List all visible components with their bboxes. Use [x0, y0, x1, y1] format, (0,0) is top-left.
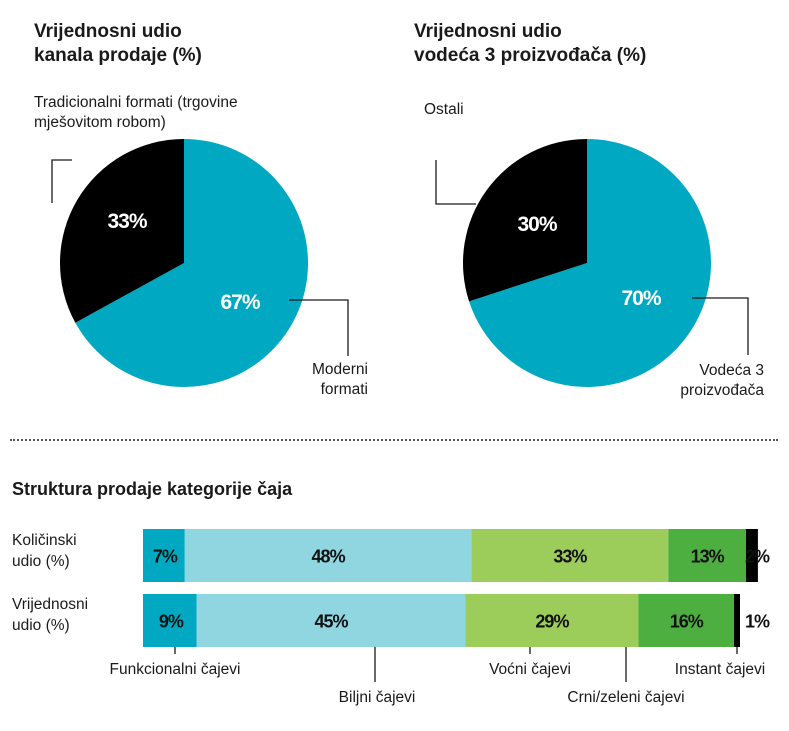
pie1-slice-1: [59, 139, 184, 323]
bar-row2-seg-2: [465, 594, 639, 647]
bar-row2-label-1: 45%: [315, 612, 349, 632]
legend-label-1: Biljni čajevi: [339, 689, 416, 706]
pie2-leader-line-0: [692, 297, 749, 355]
bar-row2-label-2: 29%: [535, 612, 569, 632]
bar-row2-seg-0: [143, 594, 197, 647]
pie1-title-line1: Vrijednosni udio: [34, 21, 182, 42]
bar-row1-label-1: 48%: [312, 547, 346, 567]
pie1-slice-label-0: 67%: [220, 291, 260, 314]
pie2-title-line1: Vrijednosni udio: [414, 21, 562, 42]
pie2-title-line2: vodeća 3 proizvođača (%): [414, 45, 647, 66]
pie2-title: Vrijednosni udio vodeća 3 proizvođača (%…: [414, 20, 646, 68]
bar-title: Struktura prodaje kategorije čaja: [12, 479, 293, 499]
pie1-callout-traditional: Tradicionalni formati (trgovine mješovito…: [34, 94, 238, 131]
pie2-callout-top3: Vodeća 3 proizvođača: [680, 362, 764, 399]
pie2-callout-others: Ostali: [424, 101, 464, 118]
bar-row1-seg-1: [184, 529, 472, 582]
bar-row2-label-3: 16%: [670, 612, 704, 632]
bar-row1-seg-3: [668, 529, 746, 582]
bar-row2-label-4: 1%: [745, 612, 770, 632]
bar-row1-label-3: 13%: [691, 547, 725, 567]
pie2-slice-label-0: 70%: [621, 287, 661, 310]
pie1-slice-label-1: 33%: [107, 210, 147, 233]
legend-label-0: Funkcionalni čajevi: [110, 661, 241, 678]
legend-label-3: Crni/zeleni čajevi: [567, 689, 684, 706]
legend-label-4: Instant čajevi: [675, 661, 765, 678]
pie1-title: Vrijednosni udio kanala prodaje (%): [34, 20, 202, 68]
pie2-slice-1: [463, 139, 587, 302]
bar-row1-seg-4: [745, 529, 758, 582]
bar-row2-seg-4: [734, 594, 740, 647]
bar-row2-label-0: 9%: [159, 612, 184, 632]
pie1-leader-line-0: [289, 299, 349, 356]
pie1-slice-0: [75, 139, 308, 387]
bar-row-label-2: Vrijednosni udio (%): [12, 596, 89, 634]
bar-row2-seg-3: [638, 594, 735, 647]
bar-row1-label-4: 2%: [745, 547, 770, 567]
bar-row1-label-2: 33%: [553, 547, 587, 567]
bar-row1-seg-0: [143, 529, 185, 582]
bar-row1-label-0: 7%: [153, 547, 178, 567]
pie2-slice-0: [469, 139, 711, 387]
pie1-callout-modern: Moderni formati: [312, 361, 368, 398]
section-divider: [10, 439, 778, 441]
legend-label-2: Voćni čajevi: [489, 661, 571, 678]
pie2-slice-label-1: 30%: [517, 213, 557, 236]
pie1-title-line2: kanala prodaje (%): [34, 45, 202, 66]
pie2-leader-line-1: [435, 160, 476, 205]
pie1-leader-line-1: [51, 159, 72, 203]
bar-row1-seg-2: [471, 529, 669, 582]
bar-row-label-1: Količinski udio (%): [12, 532, 77, 570]
bar-row2-seg-1: [196, 594, 466, 647]
